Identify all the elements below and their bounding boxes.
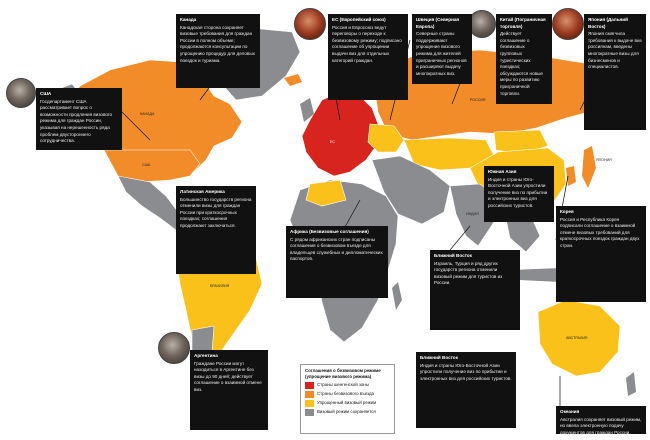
callout-title: Ближний Восток [420,355,458,360]
callout-body: Северные страны поддерживают упрощение в… [416,31,467,76]
callout-japan: Япония (Дальний Восток) Япония смягчила … [584,14,646,130]
callout-body: Индия и страны Юго-Восточной Азии упрост… [420,362,512,381]
north-africa-shape [305,179,347,207]
callout-latin-america: Латинская Америка Большинство государств… [176,186,256,274]
portrait-photo-4 [552,8,584,40]
callout-middle-east: Ближний Восток Израиль, Турция и ряд дру… [430,250,520,330]
callout-body: Израиль, Турция и ряд других государств … [434,260,503,286]
uk-shape [300,98,314,122]
madagascar-shape [392,282,402,310]
australia-shape [537,299,621,377]
callout-body: Госдепартамент США рассматривает вопрос … [40,98,113,144]
callout-title: Канада [180,17,197,22]
callout-sweden: Швеция (Северная Европа) Северные страны… [412,14,472,84]
callout-body: Индия и страны Юго-Восточной Азии упрост… [488,176,548,208]
iceland-shape [284,74,302,86]
korea-shape [566,166,576,186]
legend-item: Визовый режим сохраняется [305,409,390,416]
map-label-australia: АВСТРАЛИЯ [566,336,588,340]
legend-label: Упрощенный визовый режим [317,400,377,405]
map-label-russia: РОССИЯ [470,98,486,102]
middle-east-shape [371,155,451,225]
legend: Соглашения о безвизовом режиме (упрощени… [300,364,395,434]
callout-oceania-center: Ближний Восток Индия и страны Юго-Восточ… [416,352,516,428]
map-label-usa: США [142,163,151,167]
portrait-photo-5 [158,332,190,364]
map-label-brazil: БРАЗИЛИЯ [210,284,230,288]
eastern-europe-shape [367,123,405,153]
portrait-photo-2 [294,8,326,40]
callout-south-asia: Южная Азия Индия и страны Юго-Восточной … [484,166,554,222]
legend-item: Упрощенный визовый режим [305,400,390,407]
legend-label: Визовый режим сохраняется [317,409,376,414]
legend-swatch-red [305,382,314,389]
callout-body: Россия и Республика Корея подписали согл… [560,216,640,248]
legend-label: Страны безвизового въезда [317,391,374,396]
legend-title: Соглашения о безвизовом режиме (упрощени… [305,368,381,379]
new-zealand-shape [626,372,636,396]
japan-shape [582,146,596,188]
callout-title: Аргентина [194,353,218,358]
map-label-india: ИНДИЯ [466,212,479,216]
callout-korea: Корея Россия и Республика Корея подписал… [556,206,646,302]
legend-swatch-gray [305,409,314,416]
map-label-canada: КАНАДА [140,112,155,116]
callout-body: Австралия сохраняет визовый режим, но вв… [560,416,642,434]
callout-china: Китай (Пограничная торговля) Действует с… [496,14,552,104]
callout-body: Япония смягчила требования к выдаче виз … [588,31,642,70]
legend-label: Страны шенгенской зоны [317,382,369,387]
legend-item: Страны шенгенской зоны [305,382,390,389]
callout-argentina: Аргентина Граждане России могут находить… [190,350,268,430]
callout-title: Швеция (Северная Европа) [416,17,460,29]
callout-title: ЕС (Европейский союз) [332,17,386,22]
legend-item: Страны безвизового въезда [305,391,390,398]
callout-body: Россия и Евросоюз ведут переговоры о пер… [332,24,402,63]
portrait-photo-3 [468,10,496,38]
callout-body: Граждане России могут находиться в Арген… [194,360,262,392]
callout-eu: ЕС (Европейский союз) Россия и Евросоюз … [328,14,408,100]
callout-title: Южная Азия [488,169,517,174]
callout-body: Действует соглашение о безвизовых группо… [500,31,543,96]
callout-title: Япония (Дальний Восток) [588,17,628,29]
callout-title: Океания [560,409,580,414]
callout-oceania: Океания Австралия сохраняет визовый режи… [556,406,646,434]
legend-swatch-yellow [305,400,314,407]
portrait-photo-1 [6,78,36,108]
callout-title: Ближний Восток [434,253,472,258]
callout-body: Большинство государств региона отменили … [180,196,252,228]
callout-canada: Канада Канадская сторона сохраняет визов… [176,14,260,88]
callout-title: Китай (Пограничная торговля) [500,17,546,29]
callout-usa: США Госдепартамент США рассматривает воп… [36,88,122,150]
callout-title: США [40,91,52,96]
legend-swatch-orange [305,391,314,398]
callout-africa: Африка (Безвизовые соглашения) С рядом а… [286,226,388,298]
map-label-japan: ЯПОНИЯ [596,158,612,162]
callout-body: С рядом африканских стран подписаны согл… [290,236,383,262]
callout-title: Корея [560,209,574,214]
callout-title: Латинская Америка [180,189,225,194]
map-label-eu: ЕС [330,140,335,144]
callout-title: Африка (Безвизовые соглашения) [290,229,369,234]
callout-body: Канадская сторона сохраняет визовые треб… [180,24,255,63]
